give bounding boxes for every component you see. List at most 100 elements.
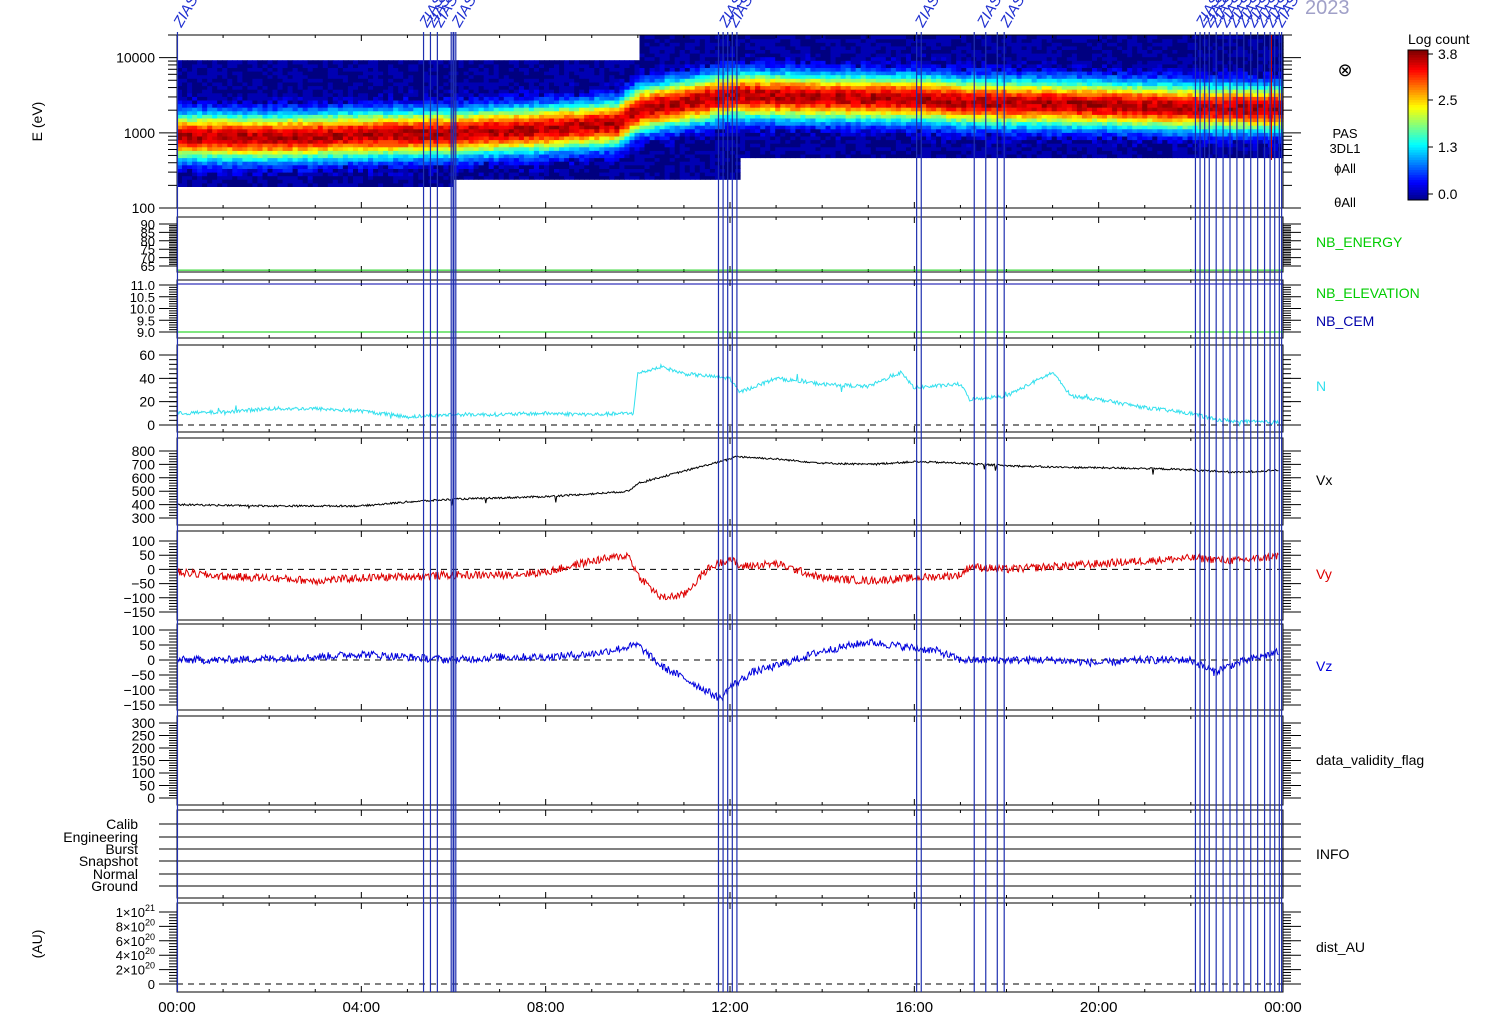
spectrogram-cell	[498, 103, 505, 108]
spectrogram-cell	[880, 96, 887, 101]
spectrogram-cell	[589, 60, 595, 65]
spectrogram-cell	[292, 179, 299, 184]
spectrogram-cell	[483, 71, 490, 76]
spectrogram-cell	[890, 139, 897, 144]
spectrogram-cell	[604, 164, 610, 169]
spectrogram-cell	[347, 150, 354, 155]
spectrogram-cell	[277, 175, 284, 180]
spectrogram-cell	[327, 81, 334, 87]
spectrogram-cell	[689, 85, 696, 90]
spectrogram-cell	[503, 114, 510, 119]
spectrogram-cell	[569, 85, 575, 90]
spectrogram-cell	[523, 103, 530, 108]
spectrogram-cell	[388, 85, 394, 90]
spectrogram-cell	[865, 38, 872, 43]
spectrogram-cell	[508, 103, 515, 108]
spectrogram-cell	[513, 110, 520, 115]
spectrogram-cell	[252, 132, 258, 137]
spectrogram-cell	[644, 103, 651, 108]
spectrogram-cell	[358, 182, 364, 187]
spectrogram-cell	[544, 121, 550, 126]
spectrogram-cell	[775, 146, 781, 151]
spectrogram-cell	[252, 182, 258, 187]
spectrogram-cell	[785, 42, 791, 47]
spectrogram-cell	[358, 81, 364, 87]
spectrogram-cell	[669, 45, 676, 50]
spectrogram-cell	[182, 117, 188, 123]
spectrogram-cell	[629, 161, 636, 166]
spectrogram-cell	[332, 150, 339, 155]
spectrogram-cell	[438, 89, 444, 94]
spectrogram-cell	[277, 99, 284, 105]
spectrogram-cell	[513, 168, 520, 173]
spectrogram-cell	[282, 153, 289, 159]
spectrogram-cell	[282, 139, 289, 144]
spectrogram-cell	[855, 96, 862, 101]
spectrogram-cell	[518, 143, 525, 148]
spectrogram-cell	[750, 96, 756, 101]
spectrogram-cell	[785, 49, 791, 54]
spectrogram-cell	[342, 114, 349, 119]
spectrogram-cell	[745, 110, 751, 115]
spectrogram-cell	[503, 153, 510, 159]
spectrogram-cell	[795, 143, 801, 148]
spectrogram-cell	[830, 89, 837, 94]
spectrogram-cell	[202, 89, 208, 94]
spectrogram-cell	[654, 35, 661, 40]
spectrogram-cell	[765, 67, 771, 72]
spectrogram-cell	[322, 161, 329, 166]
spectrogram-cell	[559, 121, 565, 126]
spectrogram-cell	[212, 125, 218, 130]
spectrogram-cell	[498, 157, 505, 162]
spectrogram-cell	[770, 53, 776, 58]
spectrogram-cell	[564, 60, 570, 65]
spectrogram-cell	[373, 85, 379, 90]
spectrogram-cell	[649, 161, 656, 166]
spectrogram-cell	[483, 114, 490, 119]
spectrogram-cell	[644, 114, 651, 119]
spectrogram-cell	[418, 60, 424, 65]
spectrogram-cell	[649, 146, 656, 151]
spectrogram-cell	[408, 78, 414, 83]
spectrogram-cell	[272, 146, 279, 151]
spectrogram-cell	[820, 153, 827, 159]
spectrogram-cell	[297, 128, 304, 133]
spectrogram-cell	[835, 71, 842, 76]
spectrogram-cell	[674, 172, 681, 177]
spectrogram-cell	[393, 89, 399, 94]
spectrogram-cell	[242, 157, 248, 162]
spectrogram-cell	[704, 78, 711, 83]
spectrogram-cell	[533, 85, 540, 90]
spectrogram-cell	[267, 67, 274, 72]
spectrogram-cell	[830, 107, 837, 112]
spectrogram-cell	[880, 153, 887, 159]
spectrogram-cell	[549, 60, 555, 65]
spectrogram-cell	[277, 92, 284, 97]
spectrogram-cell	[654, 38, 661, 43]
spectrogram-cell	[237, 103, 243, 108]
spectrogram-cell	[770, 89, 776, 94]
spectrogram-cell	[790, 128, 796, 133]
spectrogram-cell	[443, 139, 449, 144]
spectrogram-cell	[800, 42, 806, 47]
spectrogram-cell	[403, 96, 409, 101]
spectrogram-cell	[714, 107, 721, 112]
spectrogram-cell	[317, 132, 324, 137]
spectrogram-cell	[584, 153, 590, 159]
spectrogram-cell	[438, 78, 444, 83]
spectrogram-cell	[503, 125, 510, 130]
spectrogram-cell	[443, 164, 449, 169]
spectrogram-cell	[760, 71, 766, 76]
spectrogram-cell	[714, 63, 721, 68]
spectrogram-cell	[533, 74, 540, 79]
spectrogram-cell	[835, 128, 842, 133]
spectrogram-cell	[418, 125, 424, 130]
spectrogram-cell	[287, 168, 294, 173]
spectrogram-cell	[192, 89, 198, 94]
spectrogram-cell	[780, 132, 786, 137]
spectrogram-cell	[659, 153, 666, 159]
spectrogram-cell	[659, 128, 666, 133]
spectrogram-cell	[549, 161, 555, 166]
spectrogram-cell	[242, 164, 248, 169]
spectrogram-cell	[714, 60, 721, 65]
